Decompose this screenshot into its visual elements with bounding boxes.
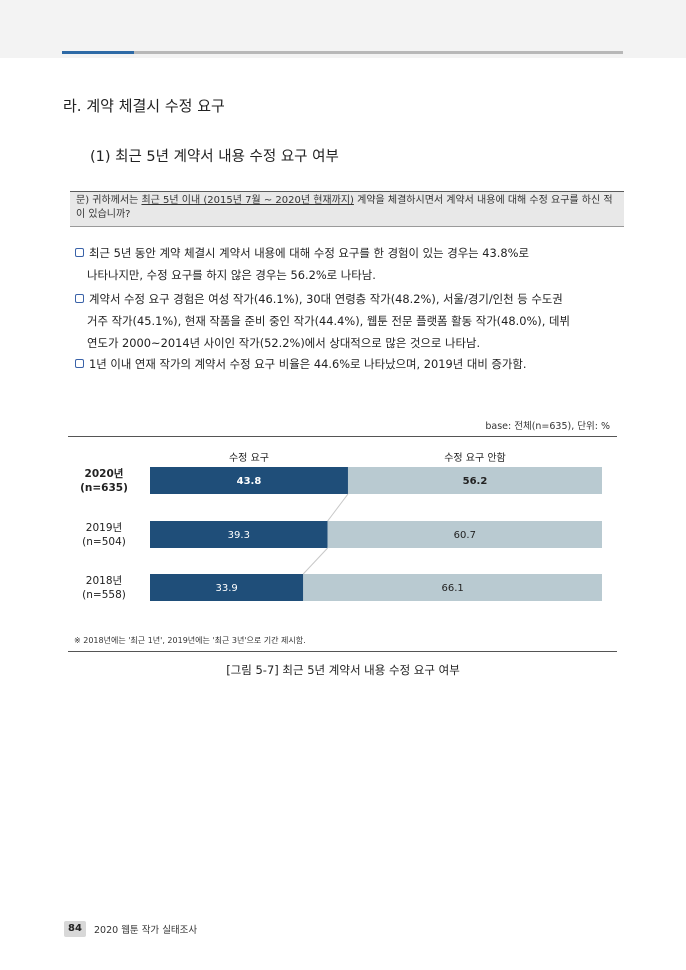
legend-label-series-1: 수정 요구 [229, 452, 269, 464]
page-number: 84 [64, 921, 86, 937]
chart-footnote: ※ 2018년에는 '최근 1년', 2019년에는 '최근 3년'으로 기간 … [74, 636, 306, 645]
data-label-series-2: 60.7 [454, 530, 476, 541]
bullet-text: 나타나지만, 수정 요구를 하지 않은 경우는 56.2%로 나타남. [87, 268, 376, 282]
bullet-text: 거주 작가(45.1%), 현재 작품을 준비 중인 작가(44.4%), 웹툰… [87, 314, 570, 328]
category-n-label: (n=504) [82, 536, 126, 548]
bar-series-1 [150, 467, 348, 494]
checkbox-bullet-icon [75, 294, 84, 303]
bar-series-1 [150, 521, 328, 548]
chart-top-rule [68, 436, 617, 437]
bar-series-1 [150, 574, 304, 601]
finding-bullet-1: 최근 5년 동안 계약 체결시 계약서 내용에 대해 수정 요구를 한 경험이 … [75, 242, 605, 286]
figure-caption: [그림 5-7] 최근 5년 계약서 내용 수정 요구 여부 [226, 663, 460, 677]
section-heading: 라. 계약 체결시 수정 요구 [63, 97, 225, 115]
bullet-text: 최근 5년 동안 계약 체결시 계약서 내용에 대해 수정 요구를 한 경험이 … [89, 246, 529, 260]
bar-series-2 [327, 521, 602, 548]
header-rule [62, 51, 623, 54]
checkbox-bullet-icon [75, 248, 84, 257]
category-n-label: (n=558) [82, 589, 126, 601]
checkbox-bullet-icon [75, 359, 84, 368]
question-rest: 계약을 체결하시면서 계약서 내용에 대해 수정 요구를 하신 적이 있습니까? [76, 195, 613, 220]
bullet-text: 1년 이내 연재 작가의 계약서 수정 요구 비율은 44.6%로 나타났으며,… [89, 357, 527, 371]
data-label-series-1: 39.3 [228, 530, 250, 541]
bullet-text: 계약서 수정 요구 경험은 여성 작가(46.1%), 30대 연령층 작가(4… [89, 292, 563, 306]
footer-title: 2020 웹툰 작가 실태조사 [94, 925, 198, 936]
question-prefix: 문) 귀하께서는 [76, 195, 142, 206]
category-label: 2018년 [86, 575, 122, 587]
finding-bullet-2: 계약서 수정 요구 경험은 여성 작가(46.1%), 30대 연령층 작가(4… [75, 288, 605, 354]
finding-bullet-3: 1년 이내 연재 작가의 계약서 수정 요구 비율은 44.6%로 나타났으며,… [75, 353, 605, 375]
header-accent-rule [62, 51, 134, 54]
chart-base-note: base: 전체(n=635), 단위: % [485, 421, 610, 432]
category-label: 2019년 [86, 522, 122, 534]
page-top-band [0, 0, 686, 58]
connector-line [302, 547, 329, 575]
bullet-text: 연도가 2000~2014년 사이인 작가(52.2%)에서 상대적으로 많은 … [87, 336, 481, 350]
survey-question-box: 문) 귀하께서는 최근 5년 이내 (2015년 7월 ~ 2020년 현재까지… [70, 191, 624, 227]
connector-line [327, 493, 349, 522]
data-label-series-1: 33.9 [215, 583, 237, 594]
chart-bottom-rule [68, 651, 617, 652]
category-n-label: (n=635) [80, 482, 128, 494]
bar-series-2 [303, 574, 602, 601]
data-label-series-2: 56.2 [463, 476, 488, 487]
bar-series-2 [347, 467, 602, 494]
stacked-bar-chart: 수정 요구 수정 요구 안함 43.8 56.2 2020년 (n=635) 39.3 60.… [80, 452, 602, 601]
legend-label-series-2: 수정 요구 안함 [444, 452, 506, 464]
question-period: 최근 5년 이내 (2015년 7월 ~ 2020년 현재까지) [141, 195, 354, 206]
data-label-series-2: 66.1 [441, 583, 463, 594]
subsection-heading: (1) 최근 5년 계약서 내용 수정 요구 여부 [90, 149, 339, 165]
data-label-series-1: 43.8 [237, 476, 262, 487]
category-label: 2020년 [85, 467, 124, 480]
